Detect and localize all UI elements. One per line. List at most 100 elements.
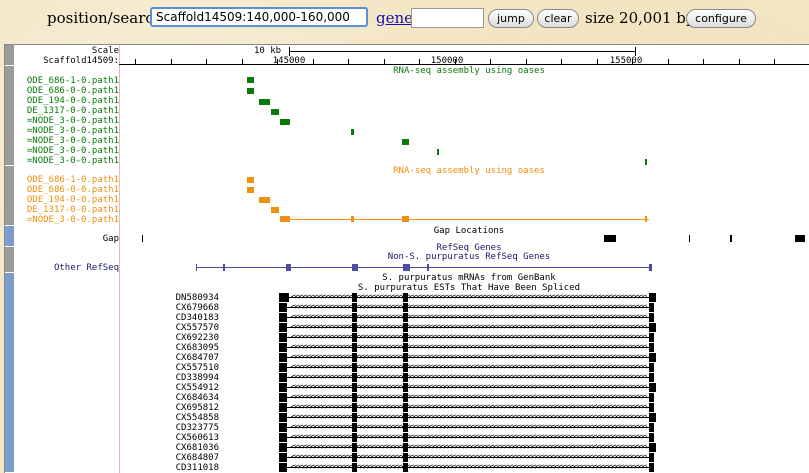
est-exon[interactable] <box>403 413 408 422</box>
est-item-label[interactable]: CX560613 <box>175 433 219 443</box>
est-exon[interactable] <box>649 363 654 372</box>
gap-toggle-button[interactable] <box>5 226 14 247</box>
oases-orange-item-label[interactable]: DE_1317-0-0.path1 <box>26 205 119 215</box>
est-exon[interactable] <box>649 333 654 342</box>
est-exon[interactable] <box>403 403 408 412</box>
est-exon[interactable] <box>649 403 654 412</box>
est-item-label[interactable]: CX679668 <box>175 303 219 313</box>
est-item-label[interactable]: CX557510 <box>175 363 219 373</box>
est-exon[interactable] <box>352 313 357 322</box>
est-exon[interactable] <box>352 303 357 312</box>
est-exon[interactable] <box>403 363 408 372</box>
est-intron-line[interactable] <box>283 427 653 428</box>
est-exon[interactable] <box>649 423 654 432</box>
oases-green-feature[interactable] <box>247 88 254 94</box>
oases-green-item-label[interactable]: =NODE_3-0-0.path1 <box>26 136 119 146</box>
est-exon[interactable] <box>649 413 656 422</box>
est-exon[interactable] <box>403 433 408 442</box>
refseq-gene-line[interactable] <box>196 267 652 268</box>
est-exon[interactable] <box>279 303 287 312</box>
est-exon[interactable] <box>279 383 287 392</box>
est-exon[interactable] <box>352 413 357 422</box>
est-intron-line[interactable] <box>283 347 653 348</box>
est-intron-line[interactable] <box>283 307 653 308</box>
refseq-exon[interactable] <box>403 264 410 271</box>
gene-link[interactable]: gene <box>376 9 414 27</box>
est-item-label[interactable]: CX683095 <box>175 343 219 353</box>
jump-button[interactable]: jump <box>488 9 534 28</box>
est-exon[interactable] <box>352 393 357 402</box>
est-exon[interactable] <box>279 403 287 412</box>
est-item-label[interactable]: CX557570 <box>175 323 219 333</box>
est-intron-line[interactable] <box>283 397 653 398</box>
gap-feature[interactable] <box>604 235 616 242</box>
est-intron-line[interactable] <box>283 357 653 358</box>
refseq-exon[interactable] <box>286 264 291 271</box>
est-item-label[interactable]: CD340183 <box>175 313 219 323</box>
est-item-label[interactable]: CX684634 <box>175 393 219 403</box>
refseq-exon[interactable] <box>649 264 652 271</box>
est-intron-line[interactable] <box>283 467 653 468</box>
est-item-label[interactable]: DN580934 <box>175 293 219 303</box>
est-exon[interactable] <box>403 453 408 462</box>
est-item-label[interactable]: CD323775 <box>175 423 219 433</box>
est-intron-line[interactable] <box>283 367 653 368</box>
est-exon[interactable] <box>649 323 656 332</box>
est-exon[interactable] <box>649 453 654 462</box>
est-exon[interactable] <box>279 333 287 342</box>
est-exon[interactable] <box>403 383 408 392</box>
est-exon[interactable] <box>279 393 287 402</box>
est-exon[interactable] <box>279 323 287 332</box>
est-item-label[interactable]: CX695812 <box>175 403 219 413</box>
est-intron-line[interactable] <box>283 297 653 298</box>
oases-green-item-label[interactable]: ODE_686-1-0.path1 <box>26 76 119 86</box>
est-item-label[interactable]: CX692230 <box>175 333 219 343</box>
est-exon[interactable] <box>352 423 357 432</box>
est-exon[interactable] <box>649 373 654 382</box>
est-toggle-button[interactable] <box>5 273 14 473</box>
oases-green-feature[interactable] <box>437 149 439 155</box>
gap-feature[interactable] <box>689 235 690 242</box>
est-exon[interactable] <box>279 353 287 362</box>
oases-green-item-label[interactable]: ODE_194-0-0.path1 <box>26 96 119 106</box>
est-exon[interactable] <box>403 293 408 302</box>
oases-green-feature[interactable] <box>645 159 647 165</box>
est-exon[interactable] <box>352 453 357 462</box>
est-exon[interactable] <box>352 343 357 352</box>
est-exon[interactable] <box>352 403 357 412</box>
est-exon[interactable] <box>279 343 287 352</box>
est-intron-line[interactable] <box>283 417 653 418</box>
est-exon[interactable] <box>649 293 656 302</box>
oases-orange-feature[interactable] <box>351 216 354 222</box>
oases-orange-item-label[interactable]: ODE_686-1-0.path1 <box>26 175 119 185</box>
est-exon[interactable] <box>279 313 287 322</box>
oases-orange-item-label[interactable]: ODE_686-0-0.path1 <box>26 185 119 195</box>
oases-orange-feature[interactable] <box>247 187 254 193</box>
est-item-label[interactable]: CD311018 <box>175 463 219 473</box>
oases-orange-toggle-button[interactable] <box>5 166 14 226</box>
est-item-label[interactable]: CX684807 <box>175 453 219 463</box>
oases-green-feature[interactable] <box>247 77 254 83</box>
oases-green-feature[interactable] <box>271 109 279 115</box>
refseq-exon[interactable] <box>196 264 197 271</box>
est-exon[interactable] <box>403 333 408 342</box>
est-exon[interactable] <box>649 443 656 452</box>
gap-feature[interactable] <box>142 235 143 242</box>
est-exon[interactable] <box>279 453 287 462</box>
est-exon[interactable] <box>352 353 357 362</box>
est-exon[interactable] <box>279 413 287 422</box>
refseq-toggle-button[interactable] <box>5 247 14 273</box>
oases-green-feature[interactable] <box>351 129 354 135</box>
est-exon[interactable] <box>352 433 357 442</box>
oases-orange-feature[interactable] <box>271 207 279 213</box>
clear-button[interactable]: clear <box>537 9 579 28</box>
oases-green-toggle-button[interactable] <box>5 66 14 166</box>
oases-green-item-label[interactable]: DE_1317-0-0.path1 <box>26 106 119 116</box>
est-exon[interactable] <box>279 433 287 442</box>
est-exon[interactable] <box>279 423 287 432</box>
est-exon[interactable] <box>403 343 408 352</box>
position-search-input[interactable] <box>150 7 368 27</box>
gap-feature[interactable] <box>730 235 732 242</box>
est-exon[interactable] <box>403 313 408 322</box>
est-exon[interactable] <box>403 373 408 382</box>
